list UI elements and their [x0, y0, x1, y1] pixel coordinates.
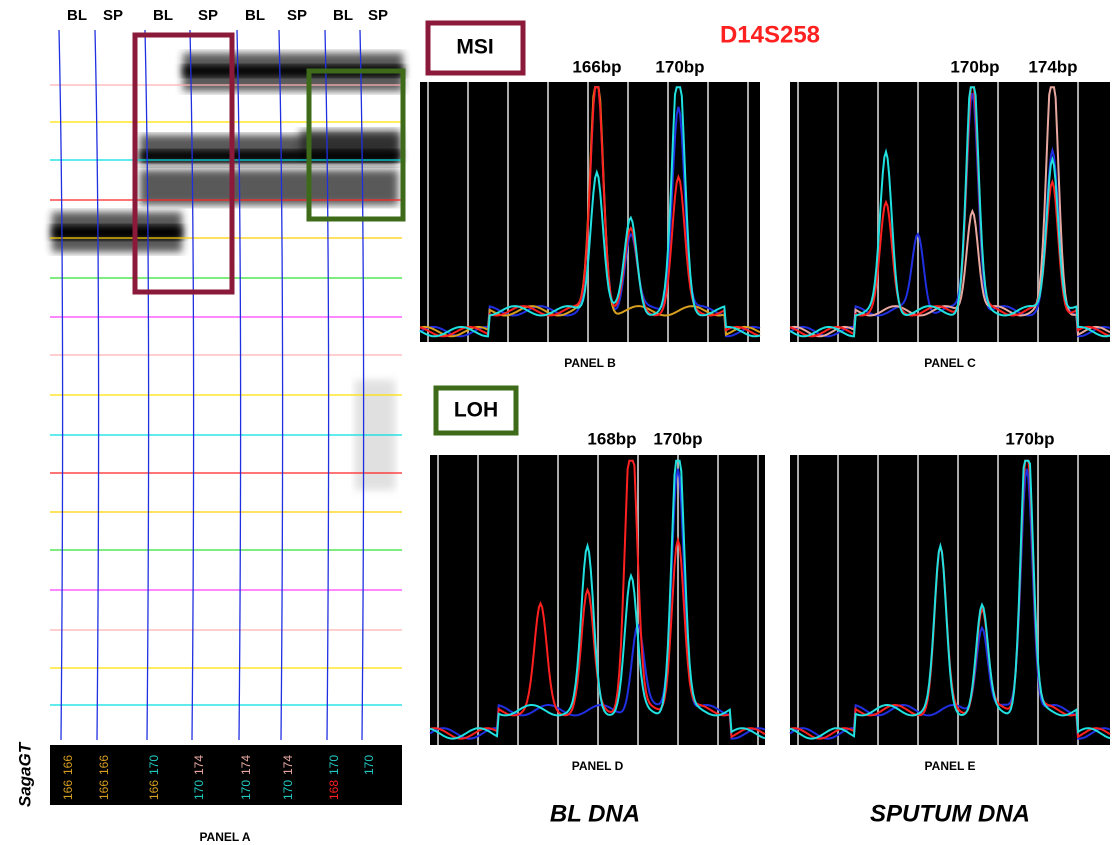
- allele: 174: [239, 755, 253, 775]
- lane-trace: [94, 29, 100, 741]
- column-label: BL DNA: [550, 800, 640, 827]
- loh-gel-box: [306, 68, 406, 222]
- lane-header: BL: [67, 7, 87, 24]
- gel-label: SagaGT: [15, 741, 34, 807]
- panel-caption: PANEL B: [564, 356, 616, 370]
- lane-header: BL: [245, 7, 265, 24]
- allele: 166: [147, 780, 161, 800]
- column-label: SPUTUM DNA: [870, 800, 1030, 827]
- loh-label: LOH: [454, 399, 498, 422]
- lane-header: SP: [287, 7, 307, 24]
- allele: 168: [327, 780, 341, 800]
- trace: [789, 86, 1111, 338]
- allele: 170: [239, 780, 253, 800]
- trace: [429, 459, 766, 740]
- allele-box: [50, 745, 402, 805]
- allele: 170: [192, 780, 206, 800]
- lane-header: BL: [333, 7, 353, 24]
- trace: [429, 468, 766, 740]
- electropherogram: [429, 455, 766, 745]
- electropherogram: [419, 82, 761, 342]
- peak-label: 166bp: [572, 57, 621, 76]
- gel-band: [140, 150, 400, 162]
- marker-title: D14S258: [720, 21, 820, 48]
- peak-label: 168bp: [587, 429, 636, 448]
- panel-caption: PANEL A: [199, 830, 250, 844]
- trace: [419, 86, 761, 338]
- gel: [50, 29, 403, 741]
- lane-header: BL: [153, 7, 173, 24]
- peak-label: 170bp: [655, 57, 704, 76]
- allele: 174: [281, 755, 295, 775]
- lane-header: SP: [103, 7, 123, 24]
- peak-label: 170bp: [653, 429, 702, 448]
- lane-trace: [324, 29, 330, 741]
- gel-band: [52, 225, 182, 240]
- msi-gel-box: [132, 32, 235, 295]
- trace: [789, 86, 1111, 338]
- allele: 166: [61, 755, 75, 775]
- lane-trace: [144, 29, 150, 741]
- peak-label: 170bp: [1005, 429, 1054, 448]
- trace: [419, 86, 761, 338]
- plot-area: [420, 82, 760, 342]
- allele: 166: [97, 755, 111, 775]
- gel-band: [140, 170, 398, 205]
- allele: 170: [281, 780, 295, 800]
- allele: 166: [97, 780, 111, 800]
- allele: 170: [362, 755, 376, 775]
- trace: [789, 459, 1111, 740]
- allele: 170: [147, 755, 161, 775]
- peak-label: 174bp: [1028, 57, 1077, 76]
- allele: 170: [327, 755, 341, 775]
- trace: [789, 468, 1111, 740]
- lane-trace: [278, 29, 284, 741]
- panel-caption: PANEL D: [572, 759, 624, 773]
- panel-caption: PANEL C: [924, 356, 976, 370]
- plot-area: [790, 455, 1110, 745]
- trace: [789, 86, 1111, 338]
- lane-trace: [236, 29, 242, 741]
- msi-label: MSI: [456, 36, 493, 59]
- allele: 166: [61, 780, 75, 800]
- loh-box: [433, 385, 519, 436]
- peak-label: 170bp: [950, 57, 999, 76]
- lane-trace: [189, 29, 195, 741]
- electropherogram: [789, 455, 1111, 745]
- allele: 174: [192, 755, 206, 775]
- lane-trace: [359, 29, 365, 741]
- lane-trace: [58, 29, 64, 741]
- msi-box: [425, 20, 526, 76]
- lane-header: SP: [198, 7, 218, 24]
- panel-caption: PANEL E: [925, 759, 976, 773]
- lane-header: SP: [368, 7, 388, 24]
- electropherogram: [789, 82, 1111, 342]
